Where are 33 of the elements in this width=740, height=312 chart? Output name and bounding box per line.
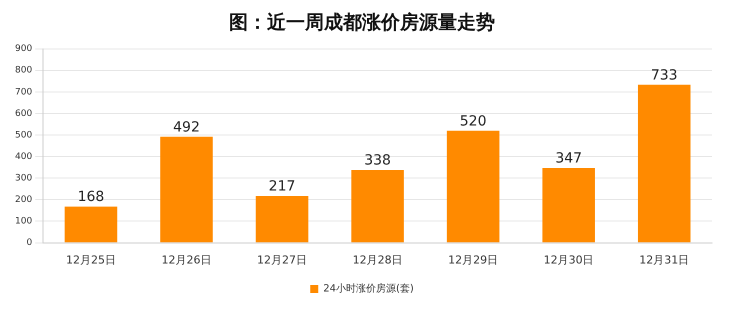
y-tick-label: 300 [14, 173, 32, 184]
y-tick-label: 400 [14, 152, 32, 162]
y-tick-label: 500 [14, 130, 32, 140]
x-tick-label: 12月28日 [352, 253, 403, 266]
bar [638, 84, 690, 242]
legend-label: 24小时涨价房源(套) [323, 282, 414, 295]
x-tick-label: 12月31日 [639, 253, 690, 266]
data-label: 520 [460, 113, 486, 130]
x-tick-label: 12月29日 [448, 253, 498, 266]
data-label: 733 [650, 67, 678, 84]
bar [446, 130, 500, 242]
y-tick-label: 800 [14, 66, 32, 76]
data-label: 347 [555, 150, 582, 167]
y-tick-label: 700 [14, 87, 32, 98]
y-tick-label: 900 [14, 44, 32, 54]
bar [542, 168, 595, 242]
chart-title: 图：近一周成都涨价房源量走势 [229, 11, 495, 34]
y-tick-label: 100 [14, 216, 32, 227]
data-label: 492 [173, 119, 200, 136]
bar [351, 170, 404, 242]
data-label: 338 [364, 152, 391, 169]
bar [64, 206, 118, 242]
x-tick-label: 12月27日 [257, 253, 308, 266]
bar [160, 136, 213, 242]
y-tick-label: 0 [26, 238, 32, 248]
bar [256, 196, 308, 242]
data-label: 168 [78, 189, 104, 206]
x-tick-label: 12月25日 [66, 253, 116, 266]
x-tick-label: 12月30日 [544, 253, 594, 266]
y-tick-label: 200 [14, 195, 32, 206]
x-tick-label: 12月26日 [161, 253, 212, 266]
data-label: 217 [268, 178, 296, 195]
y-tick-label: 600 [14, 108, 32, 119]
